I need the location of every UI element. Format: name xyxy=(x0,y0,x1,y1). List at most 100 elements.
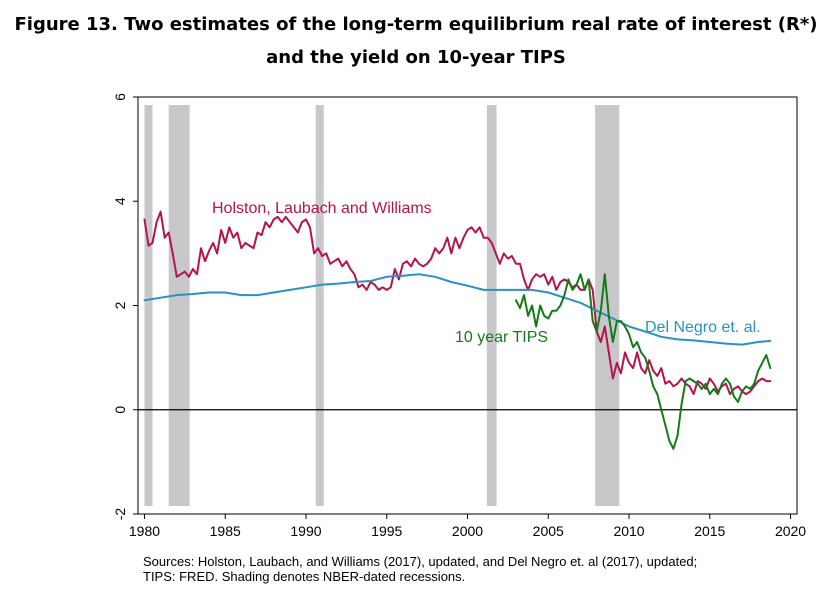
series-label-del-negro-et-al: Del Negro et. al. xyxy=(645,319,761,336)
data-point-10-year-tips xyxy=(644,357,646,359)
data-point-del-negro-et-al xyxy=(305,286,307,288)
data-point-del-negro-et-al xyxy=(289,289,291,291)
data-point-10-year-tips xyxy=(656,393,658,395)
data-point-10-year-tips xyxy=(705,383,707,385)
data-point-holston-laubach-and-williams xyxy=(551,276,553,278)
data-point-holston-laubach-and-williams xyxy=(204,260,206,262)
data-point-10-year-tips xyxy=(725,377,727,380)
data-point-holston-laubach-and-williams xyxy=(495,252,497,254)
data-point-holston-laubach-and-williams xyxy=(196,273,198,275)
data-point-10-year-tips xyxy=(604,273,606,275)
data-point-holston-laubach-and-williams xyxy=(426,263,428,265)
series-line-del-negro-et-al xyxy=(143,273,772,346)
data-point-10-year-tips xyxy=(527,315,529,317)
data-point-holston-laubach-and-williams xyxy=(705,388,707,390)
data-point-holston-laubach-and-williams xyxy=(301,221,303,223)
data-point-holston-laubach-and-williams xyxy=(273,218,275,221)
recession-band-1 xyxy=(168,105,190,506)
data-point-holston-laubach-and-williams xyxy=(624,351,626,354)
data-point-holston-laubach-and-williams xyxy=(753,385,755,387)
data-point-holston-laubach-and-williams xyxy=(325,252,327,254)
data-point-10-year-tips xyxy=(519,307,521,309)
data-point-10-year-tips xyxy=(575,284,578,286)
data-point-holston-laubach-and-williams xyxy=(341,265,343,268)
data-point-del-negro-et-al xyxy=(321,284,323,286)
data-point-10-year-tips xyxy=(672,448,675,450)
data-point-holston-laubach-and-williams xyxy=(592,289,594,291)
data-point-holston-laubach-and-williams xyxy=(769,380,771,382)
data-point-10-year-tips xyxy=(579,273,582,275)
series-points-holston-laubach-and-williams xyxy=(143,211,771,395)
data-point-del-negro-et-al xyxy=(769,340,771,342)
data-point-holston-laubach-and-williams xyxy=(394,268,396,270)
data-point-holston-laubach-and-williams xyxy=(507,257,509,260)
data-point-del-negro-et-al xyxy=(434,276,436,278)
data-point-holston-laubach-and-williams xyxy=(289,221,291,223)
data-point-holston-laubach-and-williams xyxy=(543,273,545,275)
data-point-holston-laubach-and-williams xyxy=(176,276,178,278)
data-point-del-negro-et-al xyxy=(418,273,420,275)
data-point-holston-laubach-and-williams xyxy=(620,372,622,374)
data-point-holston-laubach-and-williams xyxy=(224,242,226,244)
data-point-holston-laubach-and-williams xyxy=(164,237,166,239)
data-point-10-year-tips xyxy=(709,393,711,395)
data-point-10-year-tips xyxy=(608,315,610,317)
data-point-10-year-tips xyxy=(741,390,743,393)
data-point-holston-laubach-and-williams xyxy=(212,242,214,244)
data-point-holston-laubach-and-williams xyxy=(539,276,541,278)
data-point-del-negro-et-al xyxy=(256,294,259,296)
data-point-holston-laubach-and-williams xyxy=(466,229,469,231)
y-tick-label-4: 4 xyxy=(112,197,128,205)
data-point-holston-laubach-and-williams xyxy=(345,260,347,262)
data-point-holston-laubach-and-williams xyxy=(563,278,566,281)
data-point-holston-laubach-and-williams xyxy=(281,221,283,223)
data-point-10-year-tips xyxy=(612,341,614,343)
data-point-holston-laubach-and-williams xyxy=(636,351,638,354)
data-point-holston-laubach-and-williams xyxy=(648,359,650,361)
data-point-holston-laubach-and-williams xyxy=(208,250,210,252)
data-point-holston-laubach-and-williams xyxy=(499,263,501,265)
data-point-del-negro-et-al xyxy=(386,276,388,278)
data-point-holston-laubach-and-williams xyxy=(293,226,295,228)
data-point-del-negro-et-al xyxy=(499,289,501,291)
data-point-holston-laubach-and-williams xyxy=(317,247,319,249)
data-point-del-negro-et-al xyxy=(596,310,598,312)
data-point-holston-laubach-and-williams xyxy=(487,237,489,239)
data-point-holston-laubach-and-williams xyxy=(410,265,412,268)
data-point-del-negro-et-al xyxy=(143,299,146,301)
data-point-holston-laubach-and-williams xyxy=(515,263,517,265)
data-point-del-negro-et-al xyxy=(466,285,469,287)
data-point-10-year-tips xyxy=(729,383,731,385)
data-point-holston-laubach-and-williams xyxy=(559,281,561,283)
data-point-10-year-tips xyxy=(652,385,654,387)
data-point-del-negro-et-al xyxy=(176,294,178,296)
data-point-holston-laubach-and-williams xyxy=(151,242,154,244)
x-tick-label-1990: 1990 xyxy=(290,523,321,539)
data-point-10-year-tips xyxy=(523,294,525,296)
data-point-holston-laubach-and-williams xyxy=(200,247,202,249)
data-point-del-negro-et-al xyxy=(450,281,452,283)
data-point-holston-laubach-and-williams xyxy=(192,268,194,270)
data-point-holston-laubach-and-williams xyxy=(652,370,654,372)
data-point-holston-laubach-and-williams xyxy=(503,252,505,254)
data-point-holston-laubach-and-williams xyxy=(269,226,271,228)
data-point-holston-laubach-and-williams xyxy=(628,362,630,364)
data-point-holston-laubach-and-williams xyxy=(765,380,767,382)
x-tick-label-2000: 2000 xyxy=(452,523,483,539)
data-point-holston-laubach-and-williams xyxy=(361,284,364,286)
data-point-holston-laubach-and-williams xyxy=(382,286,384,288)
data-point-10-year-tips xyxy=(676,435,679,437)
data-point-del-negro-et-al xyxy=(547,291,549,294)
data-point-del-negro-et-al xyxy=(676,338,679,340)
data-point-10-year-tips xyxy=(592,320,594,322)
x-tick-label-1985: 1985 xyxy=(210,523,241,539)
data-point-10-year-tips xyxy=(567,278,570,281)
data-point-holston-laubach-and-williams xyxy=(357,286,360,288)
data-point-holston-laubach-and-williams xyxy=(390,286,392,288)
x-tick-label-1980: 1980 xyxy=(129,523,160,539)
plot-frame xyxy=(137,96,798,515)
data-point-10-year-tips xyxy=(588,278,590,281)
data-point-holston-laubach-and-williams xyxy=(398,278,400,281)
data-point-holston-laubach-and-williams xyxy=(462,237,465,239)
